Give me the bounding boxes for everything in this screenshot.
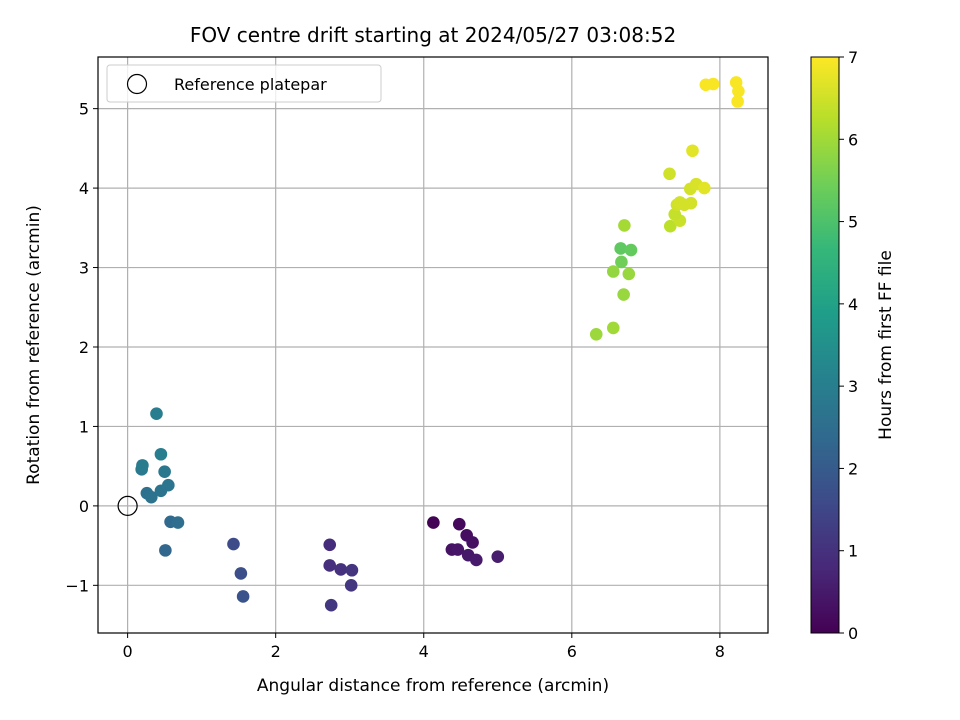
data-point	[617, 288, 630, 301]
x-axis-label: Angular distance from reference (arcmin)	[257, 676, 609, 696]
reference-marker	[117, 495, 138, 516]
data-point	[427, 516, 440, 529]
data-point	[158, 465, 171, 479]
data-point	[162, 478, 175, 492]
data-point	[731, 95, 744, 108]
x-tick-label: 2	[271, 642, 281, 661]
y-tick-label: 3	[79, 259, 89, 278]
data-point	[154, 447, 168, 461]
colorbar-frame	[810, 56, 840, 634]
data-point	[466, 536, 479, 549]
y-tick-label: 4	[79, 179, 89, 198]
data-point	[606, 321, 620, 335]
y-axis-ticks: −1 0 1 2 3 4 5	[65, 100, 98, 595]
data-point	[324, 598, 338, 612]
data-point	[686, 144, 699, 158]
data-point	[624, 243, 638, 257]
colorbar-tick-label: 0	[848, 624, 858, 643]
colorbar-tick-label: 4	[848, 295, 858, 314]
data-point	[622, 267, 636, 281]
data-point	[678, 198, 691, 212]
y-tick-label: 2	[79, 338, 89, 357]
colorbar-label: Hours from first FF file	[876, 250, 896, 440]
data-point	[334, 563, 348, 576]
data-point	[698, 181, 711, 195]
colorbar-ticks: 0 1 2 3 4 5 6 7	[839, 48, 858, 643]
colorbar-tick-label: 3	[848, 377, 858, 396]
data-points	[135, 76, 745, 612]
data-point	[236, 590, 250, 603]
data-point	[150, 407, 163, 421]
data-point	[668, 208, 682, 221]
colorbar-tick-label: 7	[848, 48, 858, 67]
data-point	[663, 167, 676, 181]
y-tick-label: 5	[79, 100, 89, 119]
data-point	[323, 538, 337, 552]
colorbar-gradient	[811, 57, 839, 633]
colorbar: 0 1 2 3 4 5 6 7 Hours from first FF file	[810, 48, 896, 643]
data-point	[345, 563, 359, 577]
colorbar-tick-label: 1	[848, 542, 858, 561]
legend-box	[106, 64, 382, 103]
grid-lines	[98, 57, 768, 633]
data-point	[344, 579, 358, 592]
x-tick-label: 8	[715, 642, 725, 661]
colorbar-tick-label: 5	[848, 213, 858, 232]
data-point	[452, 517, 466, 531]
x-tick-label: 0	[123, 642, 133, 661]
data-point	[589, 327, 603, 341]
data-point	[234, 567, 248, 580]
data-point	[323, 559, 337, 572]
data-point	[706, 77, 720, 91]
data-point	[614, 242, 627, 255]
data-point	[145, 490, 158, 504]
data-point	[618, 219, 631, 232]
chart-title: FOV centre drift starting at 2024/05/27 …	[190, 23, 676, 47]
x-axis-ticks: 0 2 4 6 8	[123, 633, 725, 661]
data-point	[732, 84, 745, 98]
x-tick-label: 4	[419, 642, 429, 661]
data-point	[606, 265, 620, 278]
data-point	[171, 516, 185, 529]
plot-frame	[97, 56, 769, 634]
data-point	[159, 544, 172, 557]
data-point	[663, 219, 677, 233]
data-point	[491, 550, 505, 564]
data-point	[136, 459, 149, 472]
y-axis-label: Rotation from reference (arcmin)	[24, 205, 44, 485]
y-tick-label: 1	[79, 417, 89, 436]
reference-platepar-point	[117, 495, 138, 516]
data-point	[615, 255, 628, 269]
data-point	[227, 537, 240, 551]
legend: Reference platepar	[106, 64, 382, 103]
legend-entry-label: Reference platepar	[174, 75, 327, 94]
colorbar-tick-label: 6	[848, 130, 858, 149]
x-tick-label: 6	[567, 642, 577, 661]
y-tick-label: 0	[79, 497, 89, 516]
legend-marker-open-circle	[126, 73, 148, 95]
colorbar-tick-label: 2	[848, 459, 858, 478]
data-point	[470, 553, 483, 567]
y-tick-label: −1	[65, 576, 89, 595]
data-point	[451, 543, 465, 556]
